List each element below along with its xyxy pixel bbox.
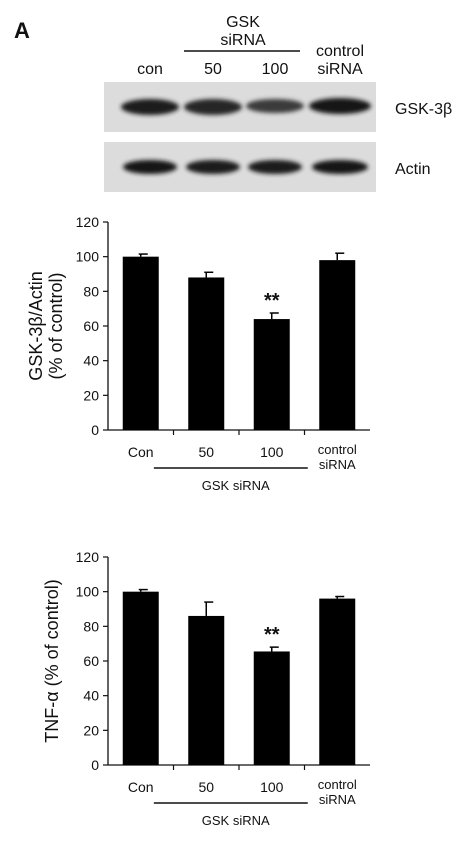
y-tick-label: 20 xyxy=(83,387,99,403)
x-category-label: 50 xyxy=(198,444,214,460)
control-label-line2: siRNA xyxy=(317,61,363,78)
x-category-label: Con xyxy=(128,779,154,795)
y-tick-label: 0 xyxy=(91,757,99,773)
x-category-label: 100 xyxy=(260,779,284,795)
y-tick-label: 80 xyxy=(83,618,99,634)
blot-gsk3b-band-3 xyxy=(246,99,304,113)
y-tick-label: 100 xyxy=(76,249,100,265)
y-tick-label: 120 xyxy=(76,549,100,565)
bar xyxy=(319,260,356,430)
blot-actin: Actin xyxy=(104,142,431,192)
lane-label-100: 100 xyxy=(262,61,289,78)
lane-label-con: con xyxy=(137,61,163,78)
x-category-label: siRNA xyxy=(319,792,356,807)
group-label: GSK siRNA xyxy=(202,478,270,493)
bar xyxy=(319,598,356,765)
bar xyxy=(122,591,159,765)
bar xyxy=(253,319,290,430)
group-label-line1: GSK xyxy=(226,14,260,31)
bar xyxy=(188,277,225,430)
lane-label-50: 50 xyxy=(204,61,222,78)
significance-marker: ** xyxy=(264,624,280,646)
y-tick-label: 40 xyxy=(83,688,99,704)
x-category-label: 100 xyxy=(260,444,284,460)
blot-gsk3b: GSK-3β xyxy=(104,82,452,132)
blot-header: GSK siRNA con 50 100 control siRNA xyxy=(137,14,364,78)
x-category-label: siRNA xyxy=(319,457,356,472)
y-axis-label: GSK-3β/Actin xyxy=(26,271,46,380)
blot-actin-band-1 xyxy=(123,160,177,174)
x-category-label: 50 xyxy=(198,779,214,795)
bar xyxy=(122,256,159,430)
x-category-label: control xyxy=(318,777,357,792)
group-label-line2: siRNA xyxy=(220,32,266,49)
x-category-label: Con xyxy=(128,444,154,460)
y-tick-label: 80 xyxy=(83,283,99,299)
x-category-label: control xyxy=(318,442,357,457)
control-label-line1: control xyxy=(316,43,364,60)
panel-label: A xyxy=(14,18,30,43)
significance-marker: ** xyxy=(264,290,280,312)
y-tick-label: 100 xyxy=(76,584,100,600)
blot-actin-band-4 xyxy=(312,160,368,174)
y-tick-label: 0 xyxy=(91,422,99,438)
y-tick-label: 60 xyxy=(83,318,99,334)
blot-actin-band-3 xyxy=(248,160,302,174)
band-label-actin: Actin xyxy=(395,161,431,178)
blot-gsk3b-band-2 xyxy=(184,99,242,115)
y-tick-label: 40 xyxy=(83,353,99,369)
band-label-gsk3b: GSK-3β xyxy=(395,101,452,118)
blot-actin-band-2 xyxy=(186,160,240,174)
y-tick-label: 120 xyxy=(76,214,100,230)
y-axis-label: (% of control) xyxy=(46,272,66,379)
group-label: GSK siRNA xyxy=(202,813,270,828)
blot-gsk3b-band-4 xyxy=(309,98,371,114)
blot-gsk3b-band-1 xyxy=(121,99,179,115)
bar xyxy=(188,615,225,765)
y-tick-label: 60 xyxy=(83,653,99,669)
bar xyxy=(253,651,290,765)
y-axis-label: TNF-α (% of control) xyxy=(42,579,62,742)
y-tick-label: 20 xyxy=(83,722,99,738)
